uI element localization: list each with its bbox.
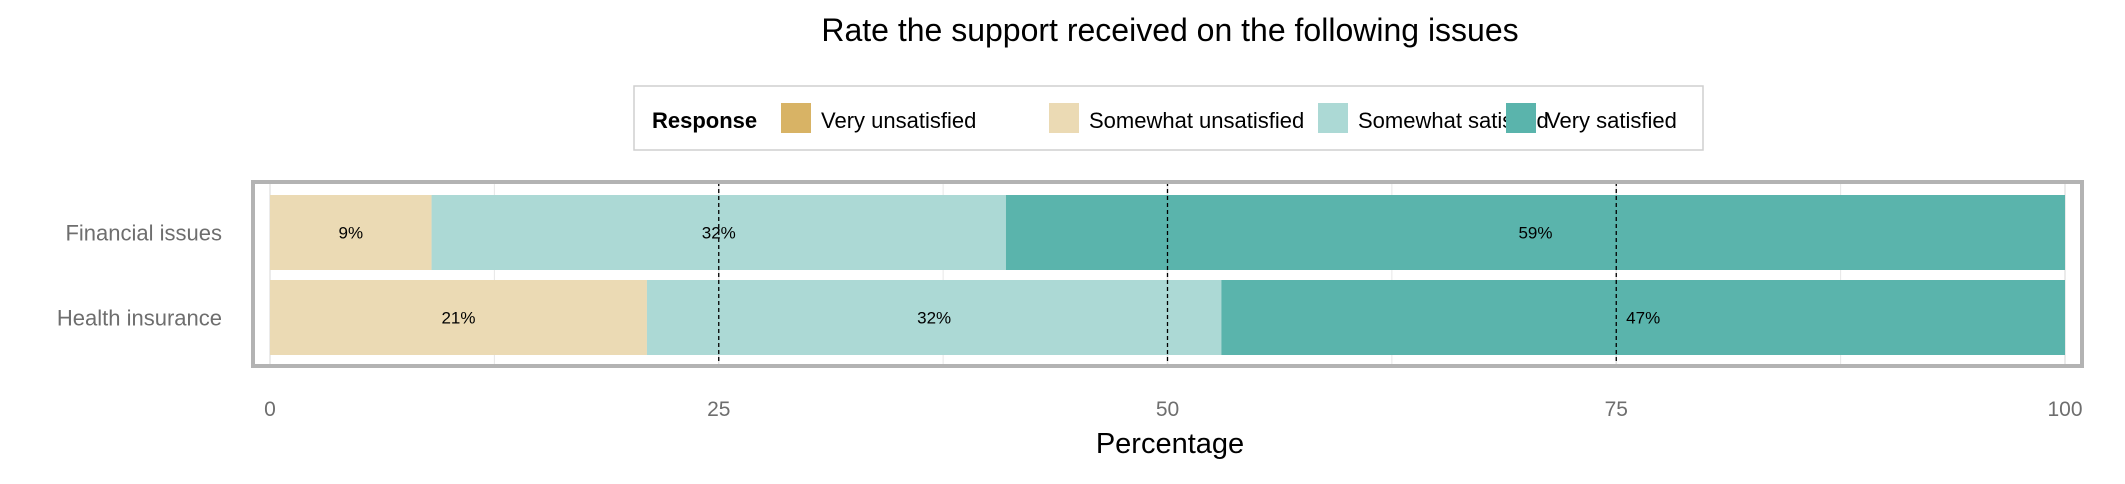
legend-swatch [1506,103,1536,133]
legend-item: Somewhat unsatisfied [1049,103,1304,133]
legend-swatch [781,103,811,133]
x-tick-label: 100 [2047,398,2082,421]
bar-segment [270,280,647,355]
x-tick-label: 0 [264,398,276,421]
legend-label: Very satisfied [1546,108,1677,133]
plot-area: 9% 32% 59%21% 32% 47% Financial issuesHealth… [57,180,2084,421]
legend-item: Very unsatisfied [781,103,976,133]
x-tick-label: 25 [707,398,730,421]
bar-segment [646,280,1222,355]
panel-border [251,180,2084,368]
legend-label: Very unsatisfied [821,108,976,133]
legend-item: Very satisfied [1506,103,1677,133]
legend-swatch [1049,103,1079,133]
legend: Response Very unsatisfied Somewhat unsati… [633,85,1704,151]
bar-value-label: 47% [1626,309,1660,328]
bar-segment [1005,195,2066,270]
x-tick-label: 50 [1156,398,1179,421]
bar-value-label: 9% [338,224,363,243]
legend-title: Response [652,108,757,133]
category-label: Financial issues [65,221,222,246]
bar-value-label: 21% [441,309,475,328]
chart-title: Rate the support received on the followi… [821,12,1518,48]
bar-value-label: 59% [1518,224,1552,243]
category-label: Health insurance [57,306,222,331]
bar-value-label: 32% [917,309,951,328]
x-tick-label: 75 [1605,398,1628,421]
bar-segment [1221,280,2065,355]
x-axis-title: Percentage [1096,428,1244,460]
bar-segment [270,195,432,270]
legend-swatch [1318,103,1348,133]
legend-label: Somewhat unsatisfied [1089,108,1304,133]
